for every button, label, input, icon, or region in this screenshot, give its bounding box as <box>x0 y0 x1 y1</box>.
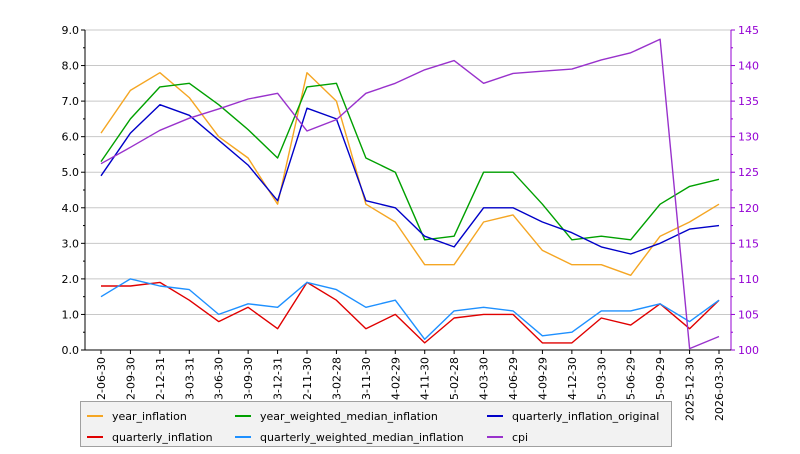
x-axis-tick-label: 3-03-31 <box>183 357 196 400</box>
x-axis-tick-label: 5-02-28 <box>448 357 461 400</box>
legend-swatch <box>87 436 103 438</box>
x-axis-tick-label: 4-03-30 <box>478 357 491 400</box>
right-axis-tick-label: 125 <box>738 166 759 179</box>
legend-item: quarterly_inflation_original <box>487 407 659 425</box>
left-axis-tick-label: 0.0 <box>62 344 80 357</box>
legend-item: quarterly_inflation <box>87 428 213 446</box>
right-axis-tick-label: 120 <box>738 202 759 215</box>
legend-item: quarterly_weighted_median_inflation <box>235 428 464 446</box>
x-axis-tick-label: 4-06-29 <box>507 357 520 400</box>
x-axis-tick-label: 4-09-29 <box>536 357 549 400</box>
right-axis-tick-label: 140 <box>738 60 759 73</box>
left-axis-tick-label: 5.0 <box>62 166 80 179</box>
legend-swatch <box>235 415 251 417</box>
legend-swatch <box>487 415 503 417</box>
left-axis-tick-label: 1.0 <box>62 308 80 321</box>
series-line-cpi <box>100 38 720 350</box>
left-axis-tick-label: 3.0 <box>62 237 80 250</box>
right-axis-tick-label: 100 <box>738 344 759 357</box>
right-axis-tick-label: 115 <box>738 237 759 250</box>
right-axis-tick-label: 130 <box>738 131 759 144</box>
series-line-quarterly-inflation <box>101 281 720 344</box>
x-axis-tick-label: 4-12-30 <box>566 357 579 400</box>
left-axis-tick-label: 8.0 <box>62 60 80 73</box>
x-axis-tick-label: 3-09-30 <box>242 357 255 400</box>
x-axis-tick-label: 3-06-30 <box>213 357 226 400</box>
right-axis-tick-label: 110 <box>738 273 759 286</box>
legend-label: cpi <box>512 430 529 444</box>
legend-swatch <box>235 436 251 438</box>
legend-item: cpi <box>487 428 528 446</box>
series-line-year-inflation <box>100 71 720 276</box>
legend-label: quarterly_weighted_median_inflation <box>260 430 464 444</box>
x-axis-tick-label: 4-02-29 <box>389 357 402 400</box>
legend-label: year_weighted_median_inflation <box>260 409 438 423</box>
legend-label: quarterly_inflation_original <box>512 409 660 423</box>
left-axis-tick-label: 2.0 <box>62 273 80 286</box>
legend: year_inflation year_weighted_median_infla… <box>80 401 672 447</box>
x-axis-tick-label: 2026-03-30 <box>713 357 726 421</box>
legend-swatch <box>487 436 503 438</box>
left-axis-tick-label: 9.0 <box>62 24 80 37</box>
x-axis-tick-label: 5-09-29 <box>654 357 667 400</box>
left-axis-tick-label: 7.0 <box>62 95 80 108</box>
x-axis-tick-label: 5-06-29 <box>625 357 638 400</box>
right-axis-tick-label: 145 <box>738 24 759 37</box>
left-axis-tick-label: 4.0 <box>62 202 80 215</box>
legend-swatch <box>87 415 103 417</box>
series-line-year-weighted-median-inflation <box>100 82 720 241</box>
x-axis-tick-label: 5-03-30 <box>595 357 608 400</box>
x-axis-tick-label: 3-02-28 <box>330 357 343 400</box>
series-line-quarterly-weighted-median-inflation <box>100 278 720 340</box>
legend-label: year_inflation <box>112 409 187 423</box>
left-axis-tick-label: 6.0 <box>62 131 80 144</box>
legend-item: year_inflation <box>87 407 187 425</box>
series-line-quarterly-inflation-original <box>100 103 720 255</box>
legend-item: year_weighted_median_inflation <box>235 407 438 425</box>
x-axis-tick-label: 3-11-30 <box>360 357 373 400</box>
x-axis-tick-label: 3-12-31 <box>272 357 285 400</box>
legend-label: quarterly_inflation <box>112 430 213 444</box>
x-axis-tick-label: 4-11-30 <box>419 357 432 400</box>
right-axis-tick-label: 105 <box>738 308 759 321</box>
x-axis-tick-label: 2-12-31 <box>154 357 167 400</box>
x-axis-tick-label: 2-06-30 <box>95 357 108 400</box>
x-axis-tick-label: 2-09-30 <box>124 357 137 400</box>
right-axis-tick-label: 135 <box>738 95 759 108</box>
x-axis-tick-label: 2025-12-30 <box>684 357 697 421</box>
x-axis-tick-label: 2-11-30 <box>301 357 314 400</box>
